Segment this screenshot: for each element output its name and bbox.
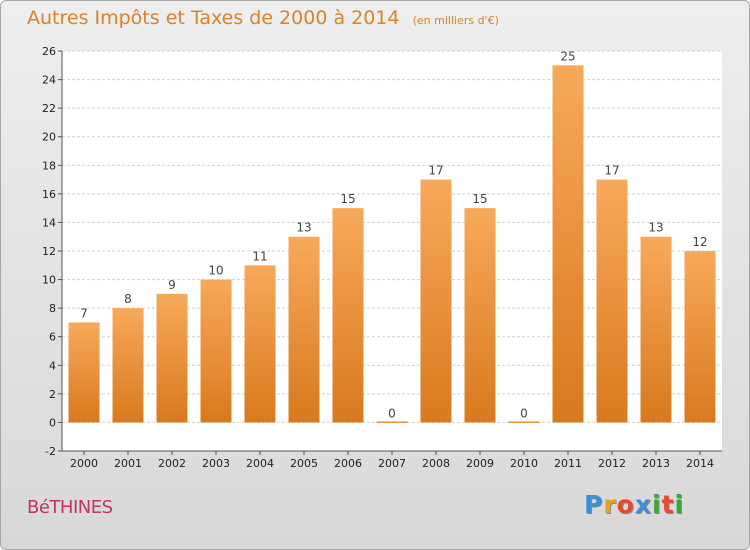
- x-tick-label: 2012: [598, 457, 626, 470]
- data-label: 7: [80, 306, 88, 320]
- bar: [376, 421, 408, 423]
- bar: [640, 236, 672, 423]
- x-tick-label: 2006: [334, 457, 362, 470]
- x-tick-label: 2007: [378, 457, 406, 470]
- y-tick-label: 4: [49, 359, 56, 372]
- x-tick-label: 2003: [202, 457, 230, 470]
- bar: [464, 208, 496, 423]
- bar: [156, 293, 188, 423]
- bar: [420, 179, 452, 423]
- bar: [552, 65, 584, 423]
- y-tick-label: 10: [42, 274, 56, 287]
- logo-letter: r: [603, 490, 617, 519]
- x-tick-label: 2002: [158, 457, 186, 470]
- bar: [68, 322, 100, 423]
- x-tick-label: 2014: [686, 457, 714, 470]
- logo-letter: x: [634, 490, 652, 519]
- x-tick-label: 2008: [422, 457, 450, 470]
- data-label: 17: [428, 164, 443, 178]
- bar: [332, 208, 364, 423]
- chart-unit: (en milliers d'€): [412, 14, 499, 27]
- data-label: 8: [124, 292, 132, 306]
- commune-name: BéTHINES: [27, 497, 113, 518]
- data-label: 12: [692, 235, 707, 249]
- logo-letter: o: [616, 490, 635, 519]
- y-tick-label: 0: [49, 416, 56, 429]
- data-label: 0: [520, 406, 528, 420]
- x-tick-label: 2013: [642, 457, 670, 470]
- data-label: 0: [388, 406, 396, 420]
- x-tick-label: 2011: [554, 457, 582, 470]
- data-label: 17: [604, 164, 619, 178]
- y-tick-label: 24: [42, 74, 56, 87]
- data-label: 15: [472, 192, 487, 206]
- y-tick-label: 22: [42, 102, 56, 115]
- data-label: 15: [340, 192, 355, 206]
- x-tick-label: 2009: [466, 457, 494, 470]
- x-tick-label: 2000: [70, 457, 98, 470]
- proxiti-logo: Proxiti: [584, 490, 684, 519]
- data-label: 13: [648, 221, 663, 235]
- data-label: 25: [560, 49, 575, 63]
- x-tick-label: 2010: [510, 457, 538, 470]
- x-tick-label: 2001: [114, 457, 142, 470]
- x-tick-label: 2004: [246, 457, 274, 470]
- bar: [112, 308, 144, 423]
- x-tick-label: 2005: [290, 457, 318, 470]
- bar: [508, 421, 540, 423]
- data-label: 10: [208, 264, 223, 278]
- logo-letter: P: [584, 490, 604, 519]
- data-label: 11: [252, 249, 267, 263]
- logo-letter: i: [652, 490, 662, 519]
- y-tick-label: 26: [42, 45, 56, 58]
- y-tick-label: 6: [49, 331, 56, 344]
- title-row: Autres Impôts et Taxes de 2000 à 2014 (e…: [27, 7, 499, 29]
- bar: [288, 236, 320, 423]
- logo-letter: i: [674, 490, 685, 519]
- y-tick-label: 20: [42, 131, 56, 144]
- chart-title: Autres Impôts et Taxes de 2000 à 2014: [27, 7, 400, 29]
- y-tick-label: 18: [42, 159, 56, 172]
- y-tick-label: -2: [45, 445, 56, 458]
- y-tick-label: 14: [42, 216, 56, 229]
- bar: [200, 279, 232, 423]
- y-tick-label: 2: [49, 388, 56, 401]
- bar: [244, 265, 276, 423]
- logo-letter: t: [661, 490, 675, 519]
- data-label: 9: [168, 278, 176, 292]
- y-tick-label: 12: [42, 245, 56, 258]
- bar: [684, 251, 716, 423]
- y-tick-label: 16: [42, 188, 56, 201]
- data-label: 13: [296, 221, 311, 235]
- bar: [596, 179, 628, 423]
- y-tick-label: 8: [49, 302, 56, 315]
